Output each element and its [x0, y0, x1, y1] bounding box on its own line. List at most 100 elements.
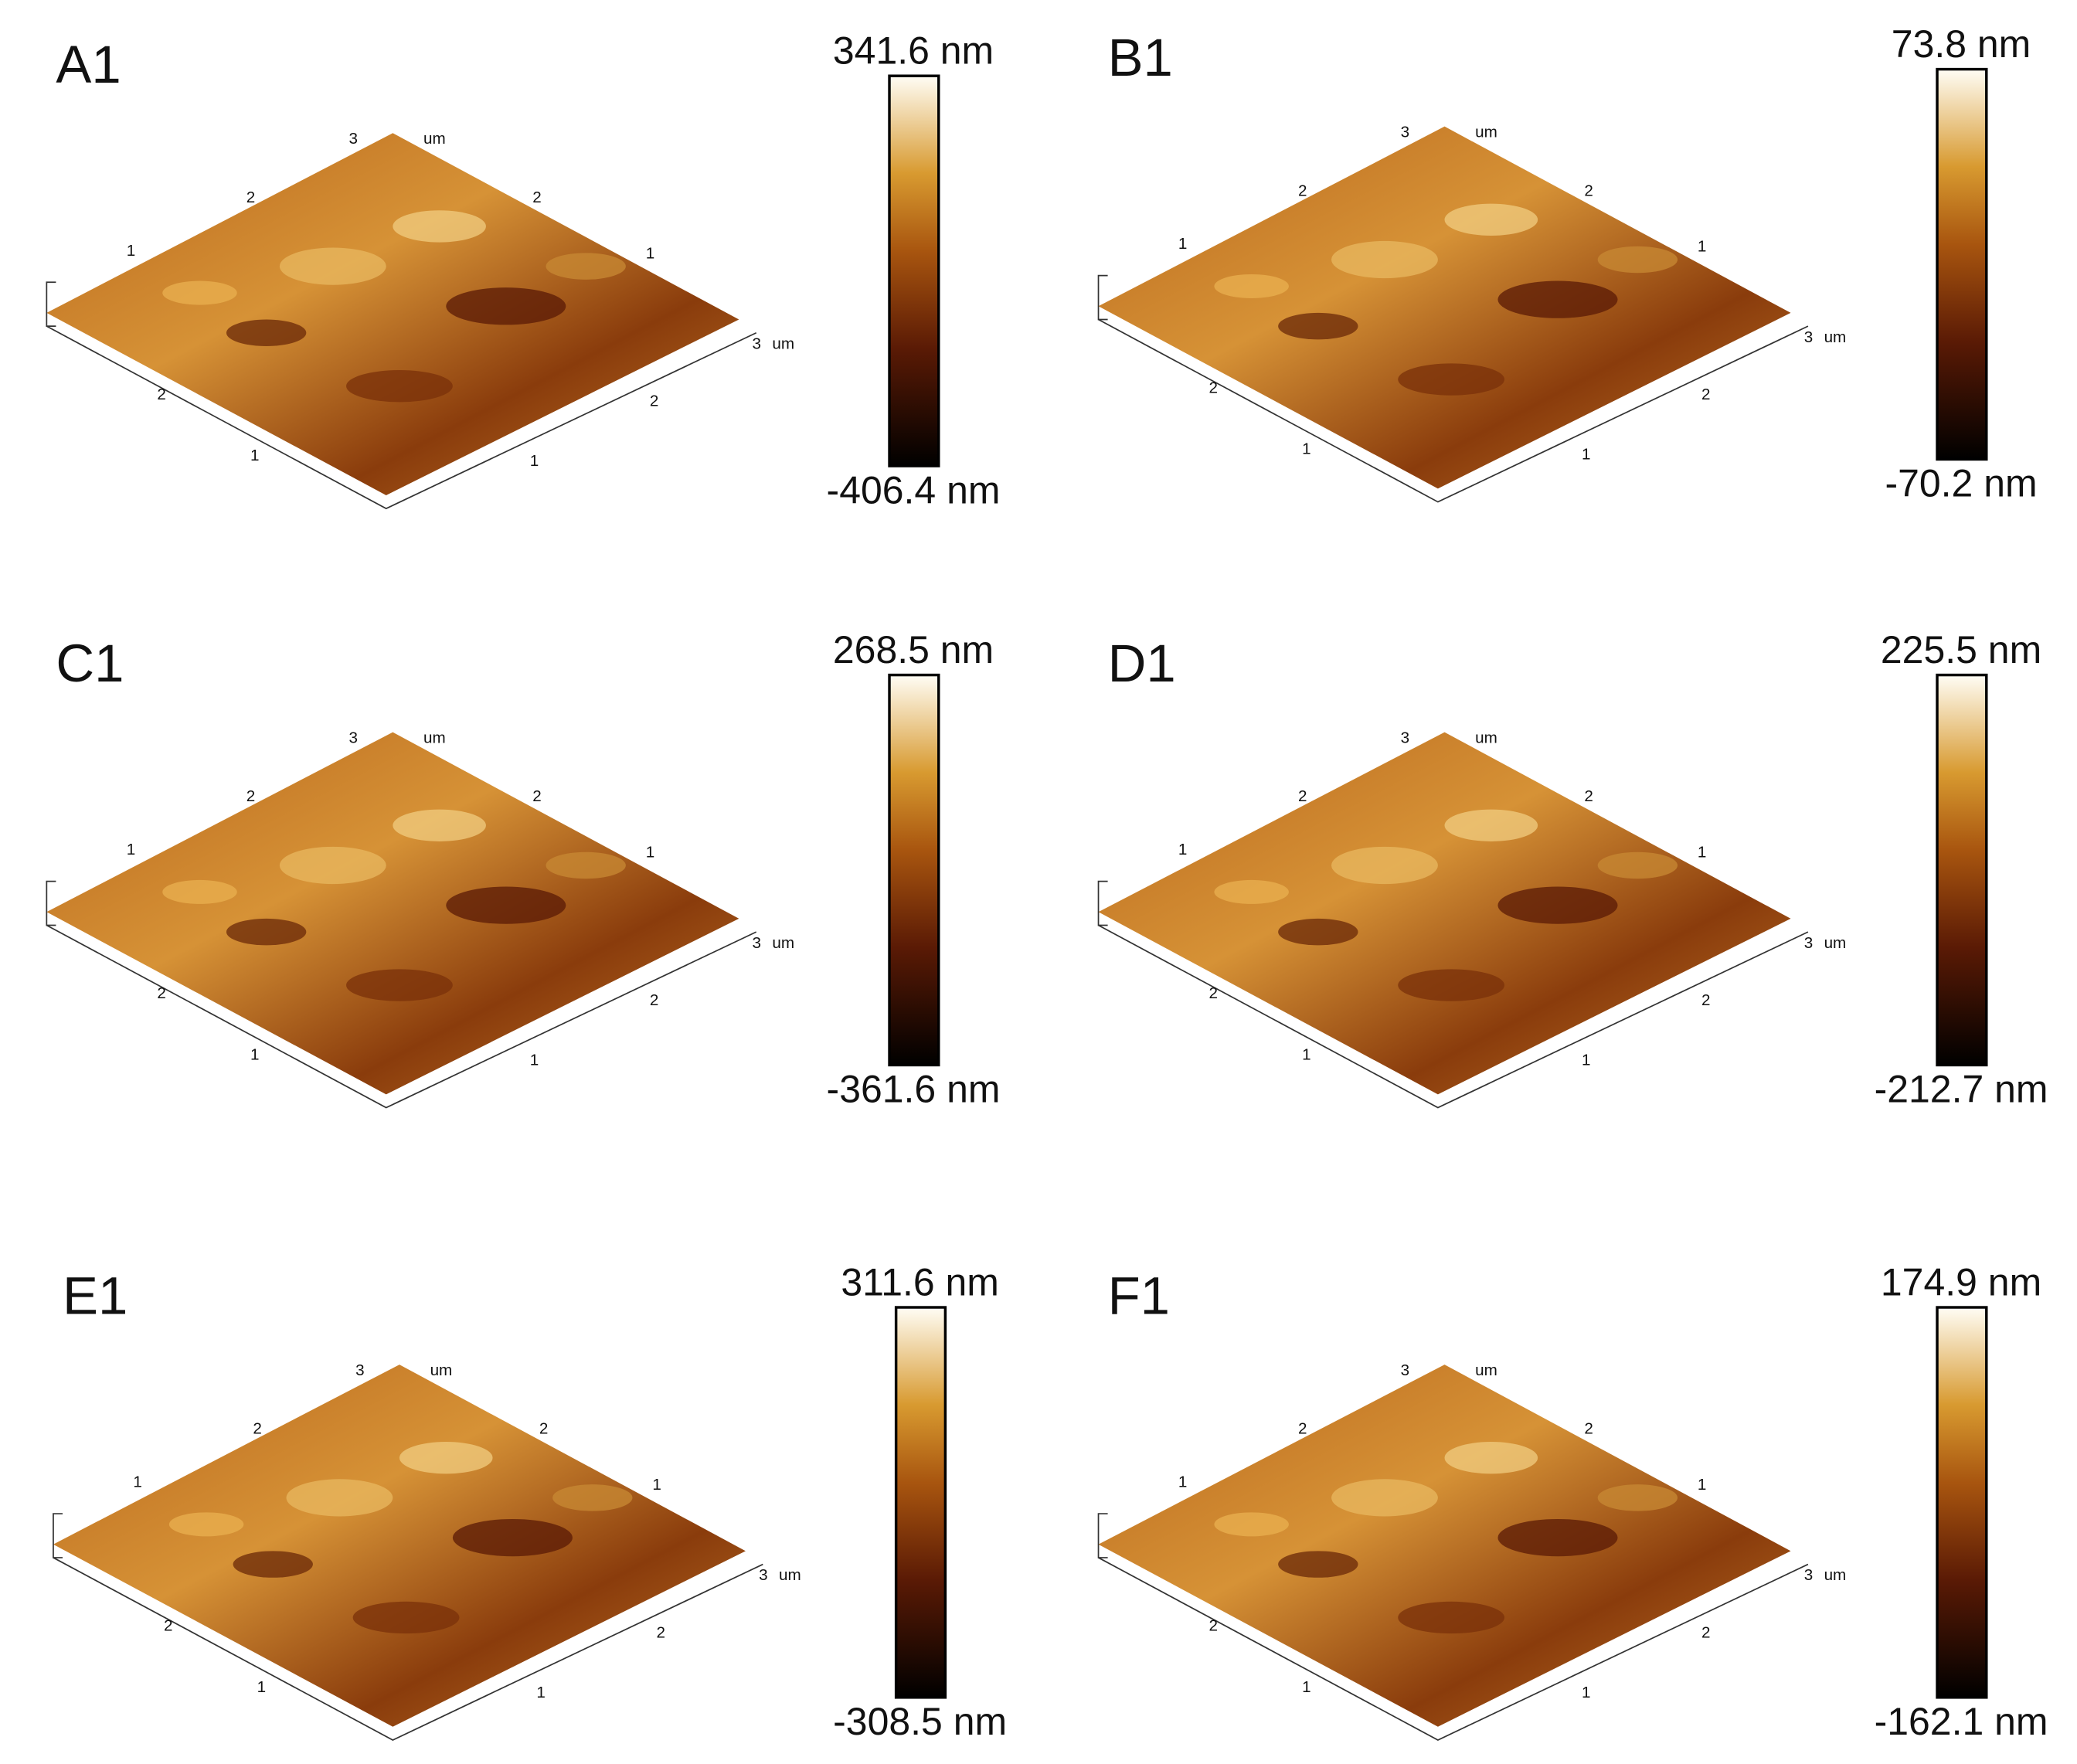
axis-tick-label: 2: [656, 1623, 665, 1641]
axis-tick-label: 1: [127, 242, 136, 260]
axis-tick-label: 3: [1804, 934, 1814, 952]
colorbar-max: 174.9 nm: [1881, 1260, 2041, 1303]
surface-feature: [162, 879, 237, 904]
axis-tick-label: 2: [650, 393, 659, 410]
axis: [1098, 1557, 1809, 1741]
axis-tick-label: 1: [1698, 844, 1707, 862]
axis-tick-label: 2: [157, 386, 166, 403]
surface-feature: [1214, 1512, 1289, 1537]
axis-tick-label: 3: [753, 934, 761, 952]
axis-tick-label: 2: [246, 189, 256, 206]
axis-tick-label: 2: [164, 1617, 172, 1635]
surface-feature: [233, 1551, 313, 1578]
z-axis: [1097, 1513, 1108, 1558]
surface-feature: [1331, 240, 1438, 279]
axis-unit: um: [1824, 328, 1847, 346]
axis-tick-label: 3: [1804, 1566, 1814, 1584]
surface: [1098, 1365, 1791, 1727]
axis-tick-label: 2: [1209, 379, 1219, 396]
surface: [1098, 732, 1791, 1095]
axis-tick-label: 1: [257, 1678, 267, 1696]
panel: B1 2 1 1 2 3 um 1 2 3 2 1 um 73.8 nm -70.2 nm: [1097, 22, 2038, 505]
surface-feature: [399, 1442, 493, 1474]
surface-feature: [226, 918, 307, 946]
panel-label: D1: [1108, 634, 1176, 693]
axis-tick-label: 2: [1701, 1623, 1711, 1641]
surface: [1098, 126, 1791, 489]
axis-tick-label: 1: [1178, 841, 1188, 858]
axis-tick-label: 3: [753, 335, 761, 352]
surface-feature: [1278, 918, 1358, 946]
surface-feature: [279, 846, 386, 885]
surface-feature: [1214, 274, 1289, 298]
surface-feature: [1497, 1518, 1618, 1557]
axis-tick-label: 3: [348, 729, 357, 746]
panel: F1 2 1 1 2 3 um 1 2 3 2 1 um 174.9 nm -162.1 nm: [1097, 1260, 2048, 1743]
surface-feature: [1278, 1551, 1358, 1578]
axis-tick-label: 2: [1298, 1420, 1307, 1438]
colorbar: [888, 673, 940, 1067]
surface-feature: [1331, 846, 1438, 885]
surface-feature: [393, 210, 486, 243]
surface-feature: [1331, 1479, 1438, 1517]
axis-tick-label: 2: [253, 1420, 262, 1438]
surface: [46, 133, 739, 495]
axis-unit: um: [423, 130, 446, 148]
axis-unit: um: [1475, 1361, 1497, 1379]
surface-feature: [1597, 246, 1678, 274]
axis-tick-label: 2: [532, 787, 542, 805]
surface-feature: [352, 1601, 460, 1634]
axis-tick-label: 1: [133, 1473, 142, 1491]
axis-tick-label: 3: [1401, 123, 1410, 141]
surface-feature: [1497, 886, 1618, 924]
panel-label: A1: [56, 35, 121, 94]
axis-tick-label: 2: [1584, 1420, 1593, 1438]
surface-feature: [1398, 1601, 1505, 1634]
colorbar: [1936, 673, 1988, 1067]
colorbar-min: -361.6 nm: [827, 1068, 1001, 1111]
colorbar-min: -162.1 nm: [1875, 1700, 2048, 1743]
surface-feature: [279, 247, 386, 285]
surface-feature: [1497, 280, 1618, 318]
panel: C1 2 1 1 2 3 um 1 2 3 2 1 um 268.5 nm -361.6 nm: [46, 628, 1000, 1111]
axis-tick-label: 1: [250, 447, 260, 464]
panel: E1 2 1 1 2 3 um 1 2 3 2 1 um 311.6 nm -308.5 nm: [53, 1260, 1007, 1743]
colorbar: [1936, 67, 1988, 461]
axis-tick-label: 2: [1584, 182, 1593, 199]
panel-label: E1: [63, 1266, 127, 1326]
colorbar-min: -406.4 nm: [827, 468, 1001, 512]
surface: [53, 1365, 746, 1727]
axis-tick-label: 1: [530, 452, 539, 470]
surface-feature: [1278, 312, 1358, 340]
surface-feature: [552, 1484, 633, 1511]
axis-tick-label: 1: [127, 841, 136, 858]
surface-feature: [1597, 851, 1678, 879]
surface-feature: [1597, 1484, 1678, 1511]
axis-tick-label: 2: [1298, 787, 1307, 805]
axis-tick-label: 1: [530, 1051, 539, 1069]
axis-unit: um: [1824, 1566, 1847, 1584]
colorbar: [894, 1306, 947, 1699]
axis-tick-label: 2: [1584, 787, 1593, 805]
colorbar-max: 73.8 nm: [1892, 22, 2031, 66]
colorbar-max: 225.5 nm: [1881, 628, 2041, 671]
axis-tick-label: 2: [1209, 984, 1219, 1002]
axis-tick-label: 1: [536, 1684, 546, 1701]
colorbar-max: 311.6 nm: [841, 1260, 999, 1303]
surface-feature: [546, 253, 626, 280]
axis-tick-label: 1: [1582, 1684, 1591, 1701]
axis-tick-label: 2: [539, 1420, 549, 1438]
axis-unit: um: [779, 1566, 801, 1584]
axis-tick-label: 1: [646, 244, 655, 262]
axis-tick-label: 1: [1178, 1473, 1188, 1491]
surface-feature: [1398, 363, 1505, 396]
colorbar-max: 268.5 nm: [833, 628, 994, 671]
panel: A1 2 1 1 2 3 um 1 2 3 2 1 um 341.6 nm -406.4 nm: [46, 29, 1000, 512]
axis-unit: um: [423, 729, 446, 746]
z-axis: [1097, 274, 1108, 321]
axis-tick-label: 2: [246, 787, 256, 805]
axis-tick-label: 2: [1209, 1617, 1219, 1635]
surface-feature: [1214, 879, 1289, 904]
colorbar: [888, 74, 940, 467]
axis-tick-label: 2: [157, 984, 166, 1002]
